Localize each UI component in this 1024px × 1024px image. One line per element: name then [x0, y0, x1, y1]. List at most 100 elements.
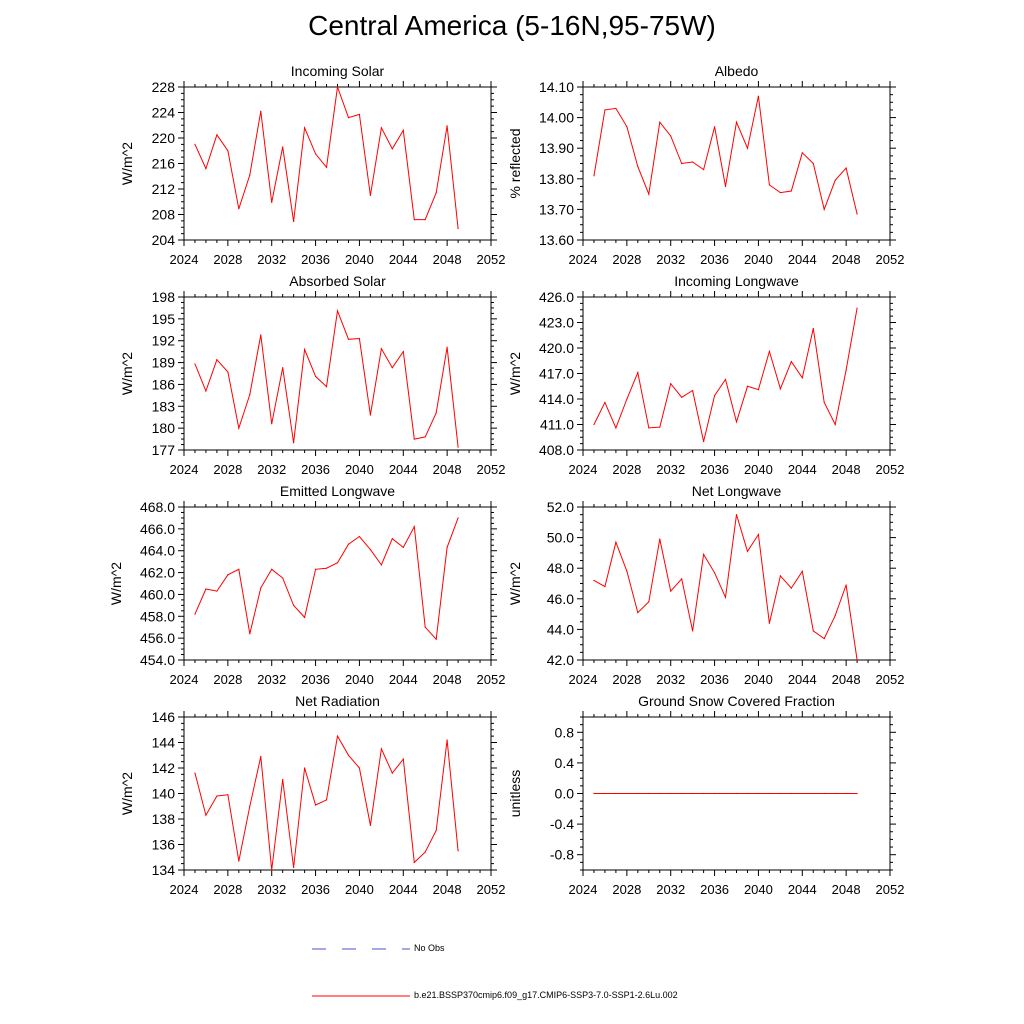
data-point	[205, 168, 207, 170]
data-point	[271, 568, 273, 570]
data-point	[790, 361, 792, 363]
data-point	[260, 755, 262, 758]
x-tick-label: 2040	[744, 462, 773, 477]
y-tick-label: 195	[152, 311, 176, 327]
data-point	[227, 371, 229, 373]
data-point	[659, 792, 661, 795]
y-tick-label: 50.0	[547, 530, 574, 546]
data-point	[435, 412, 437, 414]
data-point	[347, 338, 350, 340]
x-tick-label: 2028	[612, 882, 641, 897]
y-tick-label: 13.60	[539, 232, 574, 248]
data-point	[216, 359, 218, 361]
data-point	[402, 351, 404, 353]
y-tick-label: 460.0	[140, 586, 175, 602]
data-point	[216, 134, 218, 136]
y-tick-label: 212	[152, 181, 176, 197]
data-point	[271, 201, 273, 203]
data-point	[790, 190, 792, 192]
data-point	[402, 758, 404, 760]
data-point	[856, 307, 858, 309]
data-point	[249, 174, 251, 176]
x-tick-label: 2036	[301, 252, 330, 267]
y-tick-label: 464.0	[140, 543, 175, 559]
y-axis-label: W/m^2	[108, 562, 124, 605]
data-point	[856, 659, 858, 661]
y-tick-label: 408.0	[539, 442, 574, 458]
y-tick-label: 177	[152, 442, 176, 458]
data-point	[336, 310, 339, 312]
data-point	[260, 587, 262, 589]
data-point	[304, 767, 306, 769]
y-tick-label: 420.0	[539, 340, 574, 356]
data-point	[637, 165, 639, 168]
x-tick-label: 2044	[389, 672, 418, 687]
data-point	[260, 334, 262, 336]
data-point	[369, 824, 371, 826]
data-point	[238, 568, 240, 570]
chart-title: Incoming Longwave	[674, 273, 799, 289]
data-point	[314, 375, 317, 378]
legend-line-solid	[312, 995, 410, 997]
data-point	[271, 423, 273, 425]
data-point	[648, 792, 650, 795]
data-point	[593, 579, 595, 582]
data-point	[724, 185, 727, 188]
data-point	[314, 568, 317, 570]
data-point	[757, 533, 760, 536]
data-point	[823, 637, 825, 640]
data-point	[746, 147, 749, 149]
data-point	[790, 587, 792, 589]
data-point	[626, 126, 628, 128]
data-point	[304, 348, 306, 351]
data-point	[336, 562, 339, 564]
x-tick-label: 2024	[170, 672, 199, 687]
data-point	[347, 543, 350, 545]
data-point	[293, 220, 295, 223]
y-tick-label: 183	[152, 398, 176, 414]
chart-panel-7: Net Radiation 2024 2028 2032 2036 2040 2044 204…	[119, 693, 505, 897]
x-tick-label: 2048	[832, 252, 861, 267]
y-tick-label: 468.0	[140, 499, 175, 515]
chart-panel-2: Albedo 2024 2028 2032 2036 2040 2044 2048 2052 13…	[507, 63, 904, 267]
data-point	[293, 866, 295, 869]
data-point	[347, 754, 350, 756]
x-tick-label: 2052	[876, 882, 905, 897]
data-point	[724, 596, 727, 598]
data-point	[637, 792, 639, 795]
data-point	[227, 794, 229, 796]
y-tick-label: 192	[152, 333, 176, 349]
data-point	[834, 423, 836, 426]
x-tick-label: 2044	[389, 462, 418, 477]
y-tick-label: 454.0	[140, 652, 175, 668]
data-point	[238, 860, 240, 862]
data-point	[282, 146, 284, 148]
x-tick-label: 2048	[832, 672, 861, 687]
data-point	[648, 427, 650, 429]
data-point	[380, 748, 382, 750]
data-point	[834, 615, 836, 617]
x-tick-label: 2028	[612, 252, 641, 267]
y-tick-label: 204	[152, 232, 176, 248]
x-tick-label: 2024	[569, 252, 598, 267]
y-tick-label: 228	[152, 79, 176, 95]
y-tick-label: 426.0	[539, 289, 574, 305]
y-tick-label: 414.0	[539, 391, 574, 407]
data-point	[358, 767, 361, 769]
data-point	[369, 549, 371, 551]
chart-panel-4: Incoming Longwave 2024 2028 2032 2036 2040 204…	[507, 273, 904, 477]
data-point	[446, 739, 448, 741]
x-tick-label: 2024	[569, 882, 598, 897]
x-tick-label: 2048	[433, 252, 462, 267]
data-point	[446, 346, 448, 348]
data-point	[779, 191, 781, 194]
y-tick-label: 13.80	[539, 171, 574, 187]
data-point	[194, 363, 196, 365]
data-point	[692, 630, 694, 632]
data-point	[457, 227, 459, 230]
series-line	[194, 308, 459, 448]
legend: No Obs b.e21.BSSP370cmip6.f09_g17.CMIP6-…	[312, 942, 732, 1012]
data-point	[249, 394, 251, 396]
data-point	[615, 107, 617, 110]
data-point	[615, 427, 617, 429]
